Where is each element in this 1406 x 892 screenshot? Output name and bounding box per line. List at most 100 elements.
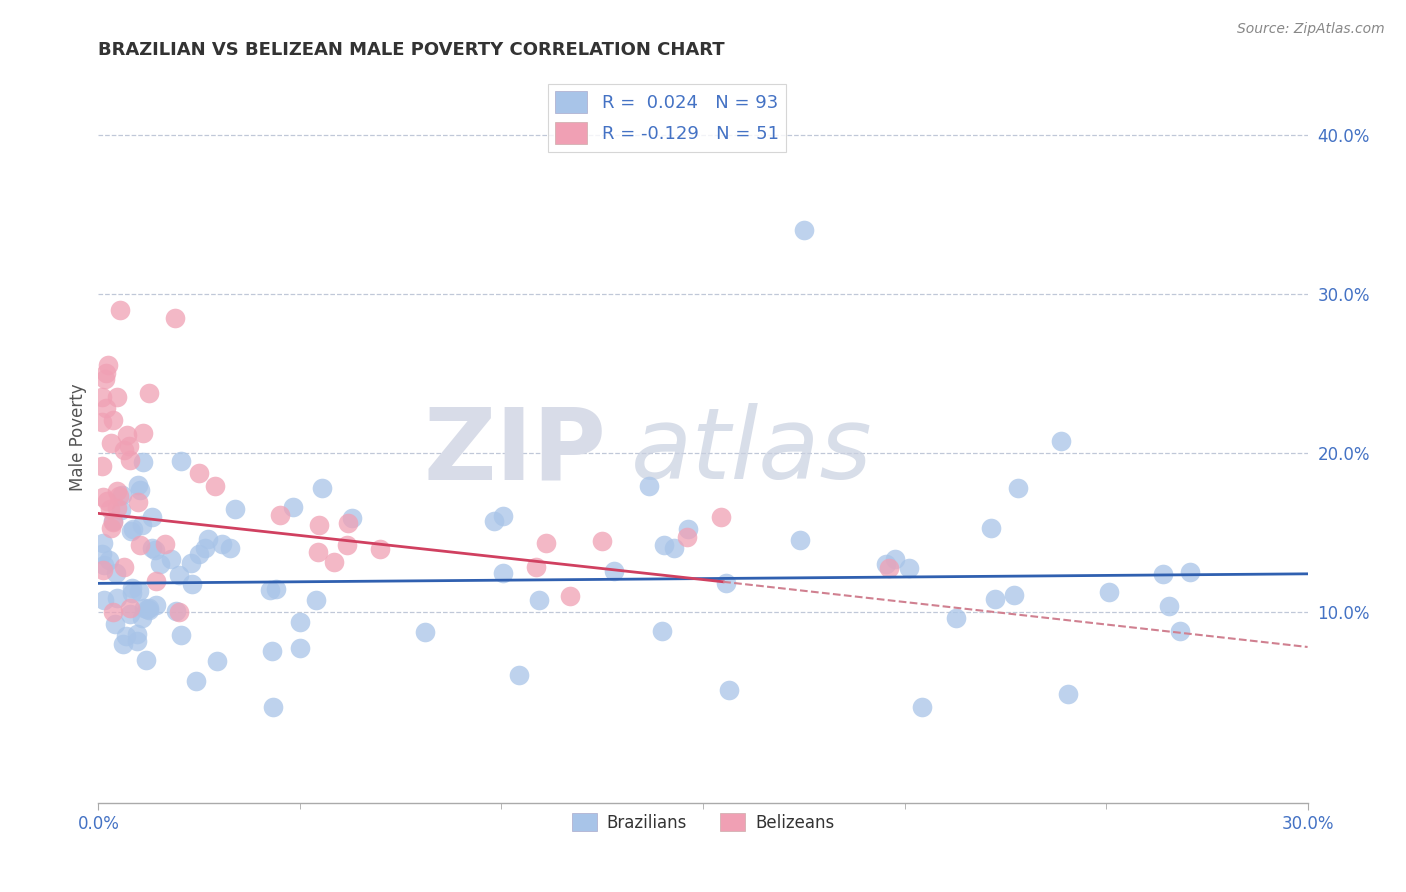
- Point: [205, 654, 228, 668]
- Point: [96, 367, 118, 381]
- Point: [591, 533, 613, 548]
- Point: [118, 439, 141, 453]
- Point: [93, 372, 115, 386]
- Text: ZIP: ZIP: [423, 403, 606, 500]
- Point: [897, 561, 920, 575]
- Point: [132, 455, 155, 469]
- Point: [129, 538, 152, 552]
- Point: [188, 466, 211, 480]
- Point: [105, 501, 128, 516]
- Point: [337, 516, 360, 530]
- Point: [883, 551, 905, 566]
- Point: [983, 592, 1005, 607]
- Point: [288, 615, 311, 629]
- Point: [138, 603, 160, 617]
- Point: [136, 602, 159, 616]
- Point: [1007, 482, 1029, 496]
- Point: [1152, 567, 1174, 582]
- Point: [96, 494, 118, 508]
- Point: [662, 541, 685, 555]
- Point: [651, 624, 673, 638]
- Point: [1050, 434, 1073, 448]
- Point: [716, 575, 738, 590]
- Point: [118, 607, 141, 621]
- Point: [508, 667, 530, 681]
- Point: [1168, 624, 1191, 638]
- Point: [112, 637, 135, 651]
- Point: [305, 592, 328, 607]
- Point: [945, 611, 967, 625]
- Point: [709, 510, 731, 524]
- Point: [111, 488, 134, 502]
- Point: [308, 518, 330, 533]
- Point: [169, 628, 191, 642]
- Point: [877, 560, 900, 574]
- Point: [415, 624, 437, 639]
- Point: [789, 533, 811, 547]
- Point: [143, 542, 166, 557]
- Point: [98, 502, 121, 516]
- Point: [491, 566, 513, 580]
- Point: [1180, 565, 1202, 579]
- Point: [793, 223, 815, 237]
- Point: [101, 514, 124, 528]
- Point: [281, 500, 304, 515]
- Point: [91, 458, 114, 473]
- Text: BRAZILIAN VS BELIZEAN MALE POVERTY CORRELATION CHART: BRAZILIAN VS BELIZEAN MALE POVERTY CORRE…: [98, 41, 725, 59]
- Point: [107, 591, 129, 605]
- Point: [675, 530, 697, 544]
- Point: [121, 586, 143, 600]
- Point: [211, 536, 233, 550]
- Point: [91, 490, 114, 504]
- Point: [224, 501, 246, 516]
- Point: [134, 601, 156, 615]
- Point: [131, 425, 153, 440]
- Point: [114, 629, 136, 643]
- Text: atlas: atlas: [630, 403, 872, 500]
- Point: [482, 515, 505, 529]
- Point: [91, 564, 114, 578]
- Point: [197, 532, 219, 546]
- Point: [264, 582, 287, 596]
- Point: [527, 593, 550, 607]
- Point: [104, 566, 127, 581]
- Point: [91, 547, 114, 561]
- Point: [97, 553, 120, 567]
- Text: Source: ZipAtlas.com: Source: ZipAtlas.com: [1237, 22, 1385, 37]
- Legend: Brazilians, Belizeans: Brazilians, Belizeans: [565, 806, 841, 838]
- Point: [911, 700, 934, 714]
- Point: [145, 574, 167, 589]
- Point: [101, 605, 124, 619]
- Point: [94, 401, 117, 415]
- Point: [980, 520, 1002, 534]
- Point: [160, 552, 183, 566]
- Point: [676, 522, 699, 536]
- Point: [138, 600, 160, 615]
- Point: [1098, 585, 1121, 599]
- Point: [110, 302, 132, 317]
- Point: [219, 541, 242, 555]
- Point: [149, 557, 172, 571]
- Point: [262, 700, 284, 714]
- Point: [112, 442, 135, 457]
- Point: [269, 508, 291, 522]
- Point: [122, 522, 145, 536]
- Point: [165, 604, 187, 618]
- Point: [127, 495, 149, 509]
- Point: [127, 477, 149, 491]
- Point: [129, 483, 152, 498]
- Point: [91, 415, 114, 429]
- Point: [259, 582, 281, 597]
- Point: [101, 412, 124, 426]
- Point: [100, 435, 122, 450]
- Point: [603, 564, 626, 578]
- Point: [131, 517, 153, 532]
- Point: [204, 479, 226, 493]
- Point: [1002, 588, 1025, 602]
- Point: [112, 560, 135, 574]
- Point: [104, 617, 127, 632]
- Point: [100, 521, 122, 535]
- Point: [145, 598, 167, 612]
- Point: [188, 547, 211, 561]
- Point: [194, 541, 217, 555]
